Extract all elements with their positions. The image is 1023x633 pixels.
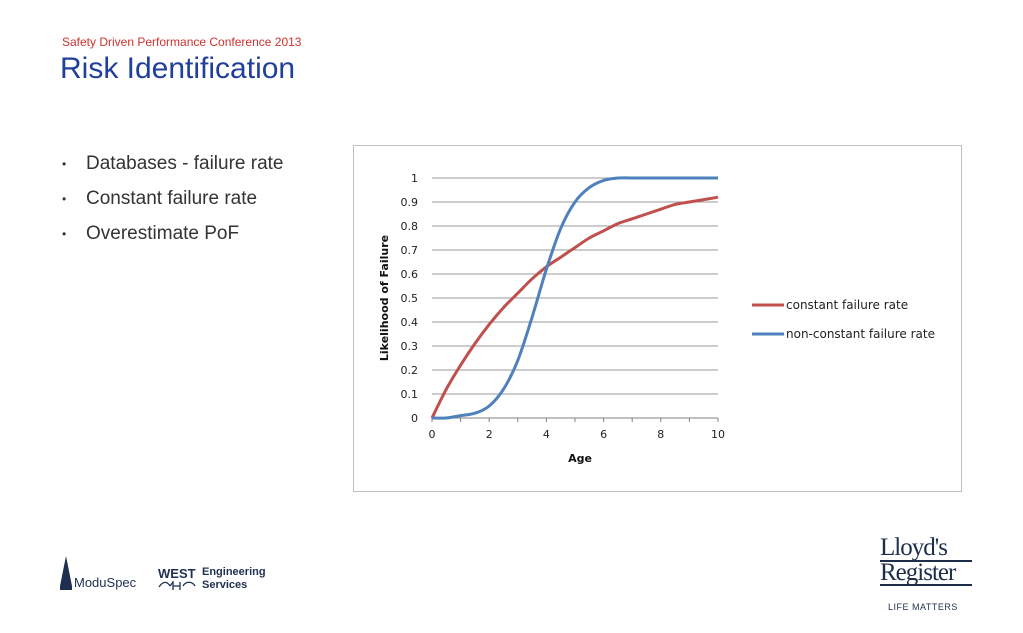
y-tick-label: 0.1 xyxy=(401,388,419,401)
moduspec-label: ModuSpec xyxy=(74,575,137,590)
moduspec-logo: ModuSpec xyxy=(60,556,136,590)
lloyds-register-logo: Lloyd's Register LIFE MATTERS xyxy=(880,534,972,612)
y-tick-label: 0.3 xyxy=(401,340,419,353)
bullet-item: • Databases - failure rate xyxy=(62,150,284,185)
register-label: Register xyxy=(880,560,972,586)
y-tick-label: 0.4 xyxy=(401,316,419,329)
lloyds-label: Lloyd's xyxy=(880,534,948,561)
x-tick-label: 10 xyxy=(711,428,725,441)
bullet-dot-icon: • xyxy=(62,157,67,171)
west-label: WEST xyxy=(158,566,196,581)
x-axis-title: Age xyxy=(568,452,592,465)
west-wave-icon xyxy=(158,580,196,594)
y-tick-label: 0.8 xyxy=(401,220,419,233)
x-tick-label: 2 xyxy=(486,428,493,441)
bullet-text: Constant failure rate xyxy=(86,188,258,209)
conference-subtitle: Safety Driven Performance Conference 201… xyxy=(62,35,302,49)
bullet-dot-icon: • xyxy=(62,192,67,206)
x-tick-label: 0 xyxy=(429,428,436,441)
bullet-dot-icon: • xyxy=(62,227,67,241)
bullet-item: • Overestimate PoF xyxy=(62,220,284,255)
failure-chart: 0 0.1 0.2 0.3 0.4 0.5 0.6 0.7 0.8 0.9 1 0 2 4 6 8 10 Age L… xyxy=(353,145,962,492)
bullet-text: Databases - failure rate xyxy=(86,153,284,174)
slide-title: Risk Identification xyxy=(60,52,296,85)
tagline: LIFE MATTERS xyxy=(888,602,958,612)
y-tick-label: 0.9 xyxy=(401,196,419,209)
x-tick-label: 6 xyxy=(600,428,607,441)
west-engineering-logo: WEST Engineering Services xyxy=(158,565,266,591)
bullet-item: • Constant failure rate xyxy=(62,185,284,220)
x-tick-label: 8 xyxy=(657,428,664,441)
y-tick-label: 0 xyxy=(411,412,418,425)
y-tick-label: 1 xyxy=(411,172,418,185)
legend-label: non-constant failure rate xyxy=(786,327,935,341)
x-tick-label: 4 xyxy=(543,428,550,441)
y-tick-label: 0.7 xyxy=(401,244,419,257)
west-engineering-label: Engineering xyxy=(202,566,266,578)
y-tick-label: 0.2 xyxy=(401,364,419,377)
y-tick-label: 0.6 xyxy=(401,268,419,281)
west-services-label: Services xyxy=(202,579,248,591)
moduspec-sail-icon xyxy=(60,556,72,590)
y-tick-label: 0.5 xyxy=(401,292,419,305)
bullet-list: • Databases - failure rate • Constant fail… xyxy=(62,150,284,255)
series-line-constant xyxy=(430,195,719,419)
series-line-nonconstant xyxy=(431,176,718,420)
y-axis-title: Likelihood of Failure xyxy=(378,235,391,361)
legend-label: constant failure rate xyxy=(786,298,908,312)
bullet-text: Overestimate PoF xyxy=(86,223,240,244)
chart-canvas: 00.10.20.30.40.50.60.70.80.910 2 4 6 8 10AgeL… xyxy=(378,172,935,465)
